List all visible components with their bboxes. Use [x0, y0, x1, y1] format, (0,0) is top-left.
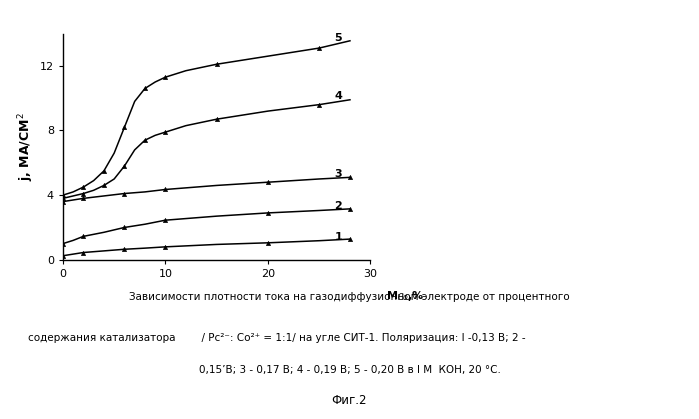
Text: 3: 3 — [335, 169, 343, 179]
Text: M$_{Co}$,%: M$_{Co}$,% — [386, 289, 424, 303]
Text: 5: 5 — [335, 33, 343, 43]
Text: содержания катализатора        / Pc²⁻: Co²⁺ = 1:1/ на угле СИТ-1. Поляризация: I: содержания катализатора / Pc²⁻: Co²⁺ = 1… — [28, 334, 526, 344]
Text: 2: 2 — [335, 202, 343, 212]
Text: Зависимости плотности тока на газодиффузионном электроде от процентного: Зависимости плотности тока на газодиффуз… — [129, 292, 570, 302]
Text: 1: 1 — [335, 233, 343, 243]
Y-axis label: j, МА/СМ$^2$: j, МА/СМ$^2$ — [16, 112, 36, 181]
Text: Фиг.2: Фиг.2 — [332, 394, 367, 407]
Text: 4: 4 — [335, 91, 343, 101]
Text: 0,15’В; 3 - 0,17 В; 4 - 0,19 В; 5 - 0,20 В в I M  КОН, 20 °C.: 0,15’В; 3 - 0,17 В; 4 - 0,19 В; 5 - 0,20… — [199, 365, 500, 375]
